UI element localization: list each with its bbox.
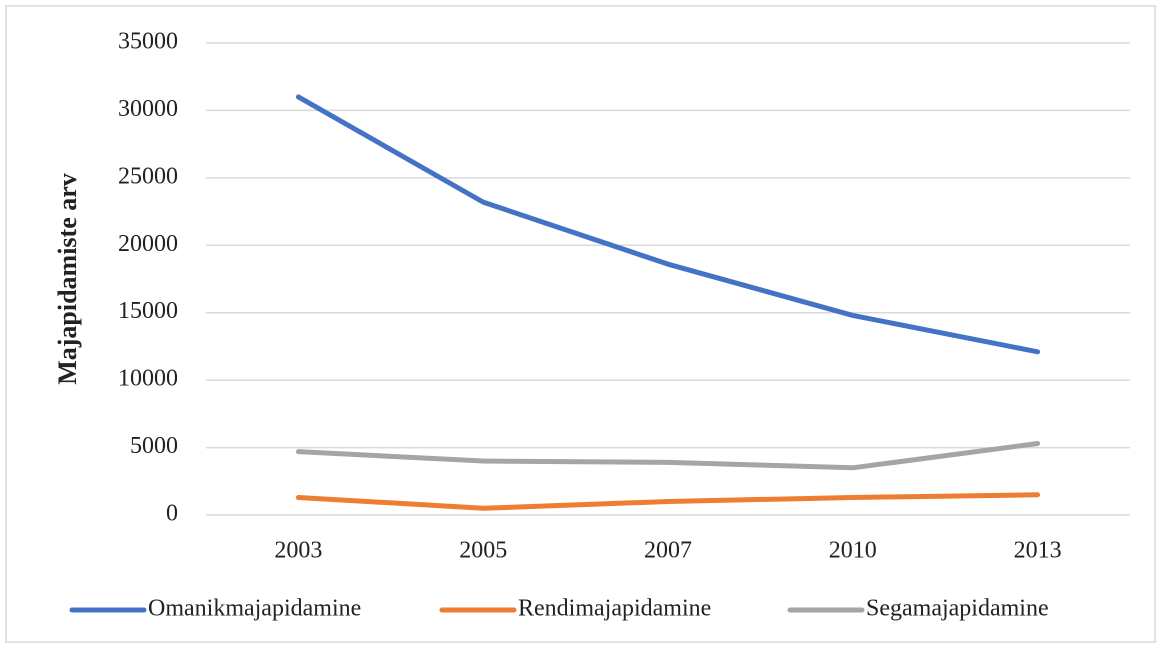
legend-label: Segamajapidamine	[866, 596, 1049, 622]
x-tick-label: 2007	[644, 538, 692, 564]
series-line	[295, 492, 1041, 511]
x-tick-label: 2010	[829, 538, 877, 564]
legend-label: Omanikmajapidamine	[148, 596, 361, 622]
y-tick-label: 10000	[118, 366, 178, 392]
y-tick-label: 5000	[130, 433, 178, 459]
series-line	[295, 441, 1041, 471]
legend-label: Rendimajapidamine	[518, 596, 711, 622]
series-line	[295, 94, 1041, 355]
y-tick-label: 15000	[118, 298, 178, 324]
chart-border	[5, 5, 1156, 643]
x-tick-label: 2013	[1014, 538, 1062, 564]
y-tick-label: 25000	[118, 163, 178, 189]
x-tick-label: 2003	[274, 538, 322, 564]
y-tick-label: 30000	[118, 96, 178, 122]
y-tick-label: 20000	[118, 231, 178, 257]
y-tick-label: 35000	[118, 29, 178, 55]
y-axis-label: Majapidamiste arv	[53, 173, 82, 385]
y-tick-label: 0	[166, 501, 178, 527]
x-tick-label: 2005	[459, 538, 507, 564]
